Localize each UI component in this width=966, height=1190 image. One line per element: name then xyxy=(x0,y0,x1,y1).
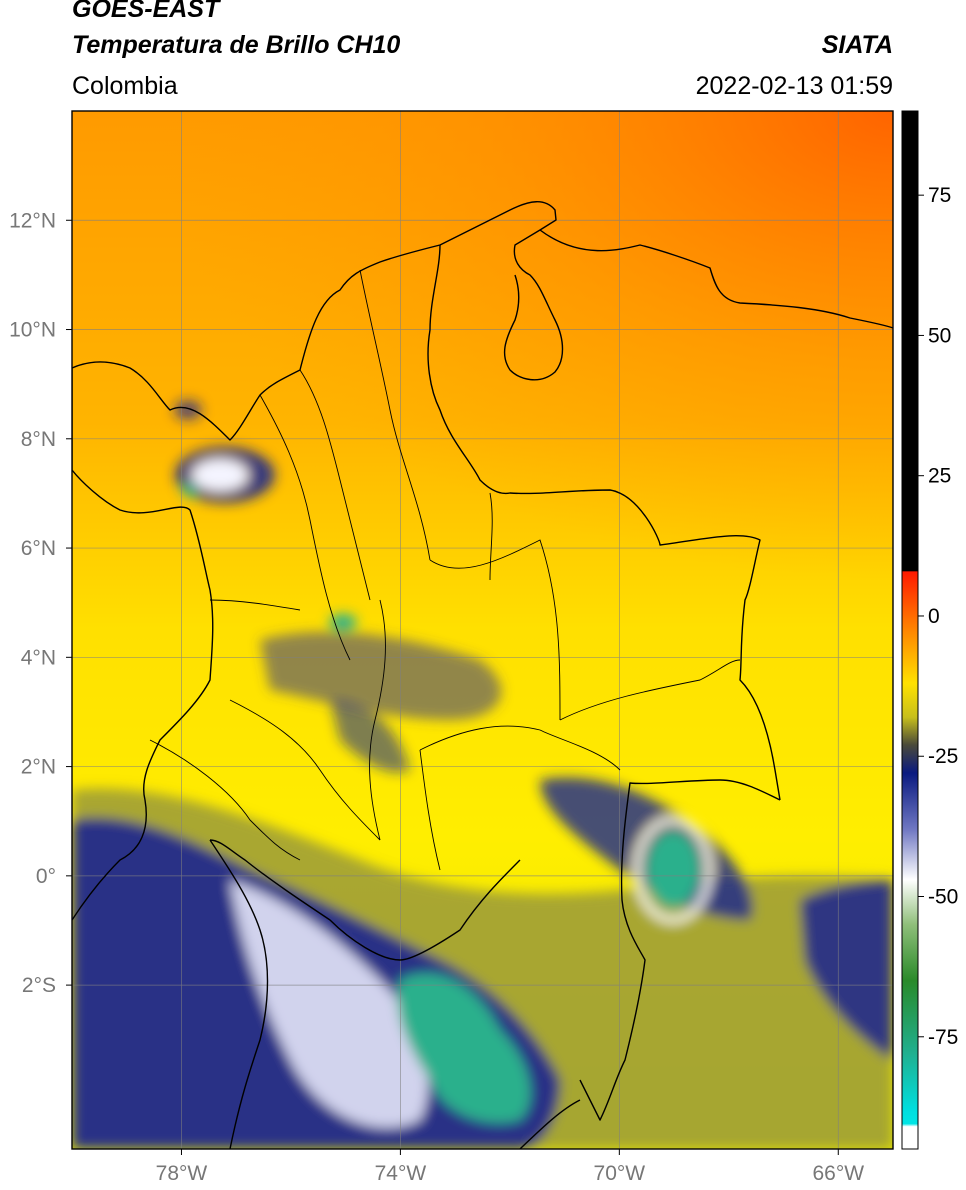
department-borders xyxy=(149,269,741,871)
pacific-coastline xyxy=(72,368,214,921)
lat-tick-label: 6°N xyxy=(21,537,56,560)
lat-tick-label: 0° xyxy=(36,865,56,888)
map-area xyxy=(72,111,893,1149)
satellite-title: GOES-EAST xyxy=(72,0,220,23)
lon-tick-label: 70°W xyxy=(594,1162,646,1185)
lat-tick-label: 8°N xyxy=(21,428,56,451)
dept-border-12 xyxy=(209,599,301,611)
colorbar: 75 50 25 0 -25 -50 -75 xyxy=(901,110,958,1150)
lat-tick-label: 2°N xyxy=(21,756,56,779)
central-cloud-streaks xyxy=(260,631,502,720)
colorbar-ticks: 75 50 25 0 -25 -50 -75 xyxy=(918,184,958,1049)
east-cloud-rim xyxy=(634,817,712,923)
dept-border-10 xyxy=(419,749,441,871)
lon-tick-label: 66°W xyxy=(812,1162,864,1185)
colorbar-tick-label: 50 xyxy=(928,324,951,347)
dept-border-8 xyxy=(149,739,301,861)
datetime-label: 2022-02-13 01:59 xyxy=(695,72,893,100)
east-cloud-core xyxy=(647,832,699,908)
colorbar-tick-label: -25 xyxy=(928,745,958,768)
colorbar-tick-label: 25 xyxy=(928,465,951,488)
colorbar-tick-label: 75 xyxy=(928,184,951,207)
source-label: SIATA xyxy=(821,31,893,59)
southern-cloud-white xyxy=(230,880,428,1128)
nw-cloud-green xyxy=(182,483,198,497)
colorbar-frame xyxy=(901,110,919,1150)
nw-cloud-small xyxy=(174,400,202,420)
longitude-ticks: 78°W 74°W 70°W 66°W xyxy=(156,1149,864,1185)
dept-border-1 xyxy=(299,369,371,601)
central-cloud-streaks-2 xyxy=(330,700,410,773)
region-label: Colombia xyxy=(72,72,178,100)
dept-border-6 xyxy=(419,725,621,771)
colorbar-tick-label: -75 xyxy=(928,1026,958,1049)
lat-tick-label: 2°S xyxy=(22,974,56,997)
lat-tick-label: 10°N xyxy=(9,319,56,342)
dept-border-2 xyxy=(359,269,431,561)
dept-border-7 xyxy=(229,699,381,841)
lat-tick-label: 12°N xyxy=(9,209,56,232)
venezuela-coastline xyxy=(539,229,893,329)
dept-border-5 xyxy=(559,659,741,721)
colombia-brazil-border xyxy=(579,779,781,1121)
cold-cloud-tops xyxy=(72,400,893,1149)
lon-tick-label: 78°W xyxy=(156,1162,208,1185)
lat-tick-label: 4°N xyxy=(21,646,56,669)
dept-border-11 xyxy=(489,492,493,581)
southeast-cloud-blue xyxy=(800,880,893,1060)
east-cloud-blue xyxy=(540,777,753,920)
colombia-coastline xyxy=(72,201,564,441)
map-frame xyxy=(71,110,894,1150)
product-title: Temperatura de Brillo CH10 xyxy=(72,31,401,59)
dept-border-3 xyxy=(259,394,351,661)
colorbar-tick-label: -50 xyxy=(928,886,958,909)
southern-cloud-green xyxy=(397,973,531,1123)
colorbar-tick-label: 0 xyxy=(928,605,940,628)
latitude-ticks: 12°N 10°N 8°N 6°N 4°N 2°N 0° 2°S xyxy=(9,209,72,997)
colorbar-ramp xyxy=(902,111,918,1149)
ecuador-peru-border xyxy=(209,839,269,1149)
brazil-peru-border xyxy=(519,1099,581,1149)
coastlines-and-borders xyxy=(72,201,893,1149)
gridlines xyxy=(72,111,893,1149)
colombia-venezuela-border xyxy=(427,244,781,801)
dept-border-4 xyxy=(429,539,561,721)
warm-northeast-field xyxy=(72,111,893,631)
nw-cloud-white xyxy=(192,459,248,491)
dept-border-9 xyxy=(369,599,386,841)
colombia-peru-border xyxy=(209,839,521,961)
lon-tick-label: 74°W xyxy=(375,1162,427,1185)
